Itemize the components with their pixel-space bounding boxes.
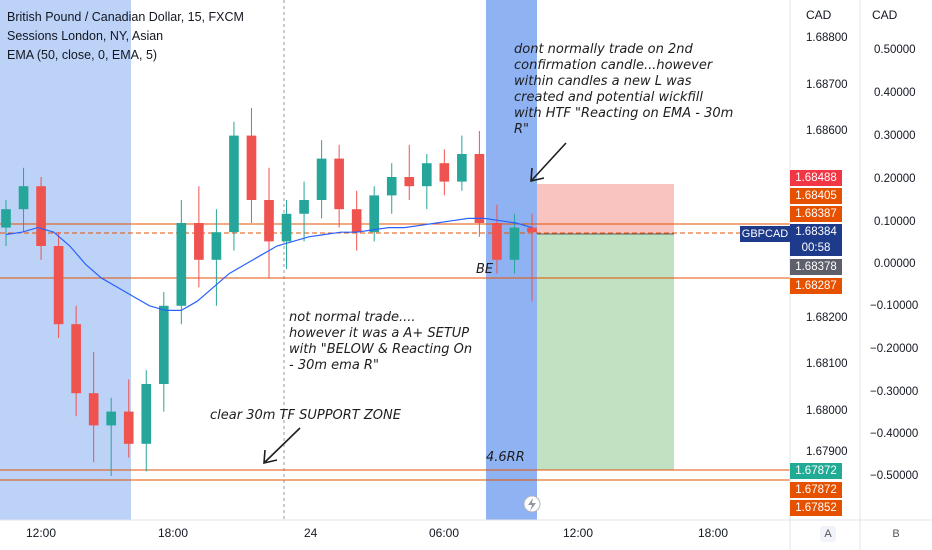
pnl-tick: 0.50000 (874, 44, 916, 56)
candle-body (18, 186, 29, 210)
price-tag: 1.68287 (790, 278, 842, 294)
target-zone (537, 234, 674, 470)
pnl-tick: 0.40000 (874, 87, 916, 99)
y-tick: 1.68100 (806, 358, 848, 370)
x-tick: 24 (304, 526, 318, 540)
auto-scale-button[interactable]: A (820, 526, 836, 542)
candle-body (404, 177, 415, 187)
x-tick: 12:00 (26, 526, 57, 540)
pnl-tick: 0.10000 (874, 216, 916, 228)
candle-body (457, 154, 467, 182)
candle-body (229, 135, 239, 233)
pnl-tick: −0.50000 (870, 470, 919, 482)
y-tick: 1.68800 (806, 32, 848, 44)
chart-title: British Pound / Canadian Dollar, 15, FXC… (7, 10, 244, 24)
x-tick: 18:00 (158, 526, 189, 540)
candles-group (1, 108, 537, 476)
pnl-tick: 0.20000 (874, 173, 916, 185)
candle-body (158, 305, 169, 384)
annotation-support: clear 30m TF SUPPORT ZONE (210, 408, 401, 423)
candle-body (509, 227, 520, 260)
candle-body (246, 135, 257, 200)
price-tag: 1.68387 (790, 206, 842, 222)
arrow-top (530, 142, 567, 183)
session-band-1 (0, 0, 131, 520)
candle-body (53, 246, 64, 325)
price-tag: 1.68405 (790, 188, 842, 204)
sessions-indicator-label[interactable]: Sessions London, NY, Asian (7, 29, 164, 43)
pnl-tick: 0.30000 (874, 130, 916, 142)
annotation-top: dont normally trade on 2nd confirmation … (514, 42, 734, 137)
pnl-tick: −0.10000 (870, 300, 919, 312)
pnl-tick: −0.20000 (870, 343, 919, 355)
price-currency-label: CAD (806, 8, 832, 22)
price-tag: 1.67852 (790, 500, 842, 516)
candle-body (527, 227, 537, 233)
candle-body (1, 209, 11, 228)
candle-body (176, 223, 187, 306)
candle-body (194, 223, 204, 260)
ema-line (5, 217, 533, 311)
candle-body (316, 158, 327, 200)
pnl-tick: 0.00000 (874, 258, 916, 270)
y-tick: 1.68600 (806, 125, 848, 137)
candle-body (299, 200, 309, 214)
annotation-middle: not normal trade.... however it was a A+… (289, 310, 473, 373)
candle-body (264, 200, 274, 242)
symbol-tag: GBPCAD (740, 226, 790, 242)
candle-body (71, 324, 81, 394)
price-tag-current: 1.68384 (790, 224, 842, 240)
price-tag: 1.67872 (790, 482, 842, 498)
be-label: BE (476, 262, 494, 277)
x-tick: 06:00 (429, 526, 460, 540)
candle-body (88, 393, 99, 426)
price-tag-stop: 1.68488 (790, 170, 842, 186)
y-tick: 1.68000 (806, 405, 848, 417)
candle-body (421, 163, 432, 187)
candle-body (334, 158, 344, 210)
y-tick: 1.68700 (806, 79, 848, 91)
pnl-currency-label: CAD (872, 8, 898, 22)
candle-body (141, 384, 152, 444)
y-tick: 1.68200 (806, 312, 848, 324)
x-tick: 12:00 (563, 526, 594, 540)
countdown-tag: 00:58 (790, 240, 842, 256)
y-tick: 1.67900 (806, 446, 848, 458)
stop-zone (537, 184, 674, 234)
candle-body (386, 177, 397, 196)
rr-label: 4.6RR (486, 450, 525, 465)
candle-body (492, 223, 502, 260)
candle-body (211, 232, 222, 260)
candle-body (106, 411, 117, 426)
candle-body (351, 209, 362, 233)
pnl-tick: −0.40000 (870, 428, 919, 440)
price-tag-target: 1.67872 (790, 463, 842, 479)
price-tag: 1.68378 (790, 259, 842, 275)
candle-body (36, 186, 46, 246)
session-band-2 (486, 0, 537, 520)
pnl-tick: −0.30000 (870, 386, 919, 398)
candle-body (369, 195, 380, 233)
arrow-support (263, 427, 301, 465)
b-button[interactable]: B (892, 528, 900, 540)
candle-body (281, 213, 292, 242)
candle-body (439, 163, 450, 182)
candle-body (474, 154, 485, 223)
candle-body (123, 411, 134, 444)
ema-indicator-label[interactable]: EMA (50, close, 0, EMA, 5) (7, 48, 158, 62)
x-tick: 18:00 (698, 526, 729, 540)
